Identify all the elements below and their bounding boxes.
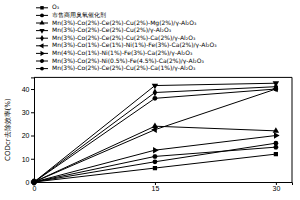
y-axis-title: CODcr去除效率(%) [4,98,12,161]
legend-marker [39,20,44,25]
x-tick-label: 30 [272,185,280,192]
series-line [34,136,276,182]
y-tick-mark [31,159,34,160]
legend: O₃市售商用臭氧催化剂Mn(3%)-Co(2%)-Ce(2%)-Cu(2%)-M… [36,3,217,72]
series-marker [152,84,158,90]
series-line [34,87,276,182]
series-marker [152,122,158,128]
y-tick: 40 [22,86,34,93]
series-line [34,147,276,182]
series-line [34,154,276,182]
y-tick: 10 [22,155,34,162]
chart-svg: 01530010203040CODcr去除效率(%)O₃市售商用臭氧催化剂Mn(… [0,0,300,200]
series-marker [151,126,157,132]
x-tick: 15 [152,182,160,192]
legend-item: O₃ [36,3,60,10]
series-marker [153,96,158,101]
x-axis-line [35,183,293,186]
series-line [34,83,276,182]
y-tick: 20 [22,132,34,139]
series [32,141,279,185]
series-marker [273,87,278,92]
series-marker [152,154,157,159]
legend-label: 市售商用臭氧催化剂 [52,11,106,18]
y-tick-label: 0 [26,179,30,186]
legend-label: O₃ [52,3,60,10]
series-marker [32,180,37,185]
series-marker [153,166,157,170]
series [32,83,278,186]
series [32,87,279,185]
series-marker [32,180,37,185]
plot-frame-right [292,77,293,182]
legend-item: 市售商用臭氧催化剂 [36,11,106,18]
series-line [34,126,276,182]
legend-marker [40,59,44,63]
series-marker [32,180,36,184]
x-tick: 30 [272,182,280,192]
legend-marker [40,13,44,17]
y-tick-label: 10 [22,155,30,162]
legend-marker [40,67,44,71]
series-line [34,89,276,182]
series-marker [153,159,158,164]
chart-container: 01530010203040CODcr去除效率(%)O₃市售商用臭氧催化剂Mn(… [0,0,300,200]
legend-marker [40,35,44,41]
legend-marker [39,43,44,48]
y-tick-mark [31,136,34,137]
x-tick-label: 15 [152,185,160,192]
plot-area [30,81,279,186]
y-tick-label: 30 [22,109,30,116]
series [31,145,278,184]
legend-marker [39,29,44,34]
plot-frame-top [34,77,292,78]
series-marker [30,179,36,185]
x-tick-label: 0 [33,185,37,192]
y-axis-line [31,78,35,183]
y-tick-label: 20 [22,132,30,139]
series [32,132,279,185]
series [31,122,279,183]
series-marker [274,132,280,138]
y-tick: 30 [22,109,34,116]
series-marker [274,152,278,156]
legend-item: Mn(3%)-Co(2%)-Ce(2%)-Cu(2%)-Ca(1%)/γ-Al₂… [36,64,196,72]
series [30,86,277,185]
series [31,81,279,185]
y-axis: 0 10 20 30 40 [22,78,35,186]
y-tick-mark [31,89,34,90]
legend-marker [40,6,43,9]
series-marker [273,145,278,150]
legend-marker [40,51,45,56]
y-tick-mark [31,112,34,113]
series-line [34,143,276,182]
x-axis: 0 15 30 [33,182,293,192]
series-marker [153,89,158,97]
y-tick-label: 40 [22,86,30,93]
series-marker [153,147,159,153]
series-marker [273,127,279,133]
series-line [34,89,276,182]
legend-label: Mn(3%)-Co(2%)-Ce(2%)-Cu(2%)-Ca(1%)/γ-Al₂… [52,64,196,72]
